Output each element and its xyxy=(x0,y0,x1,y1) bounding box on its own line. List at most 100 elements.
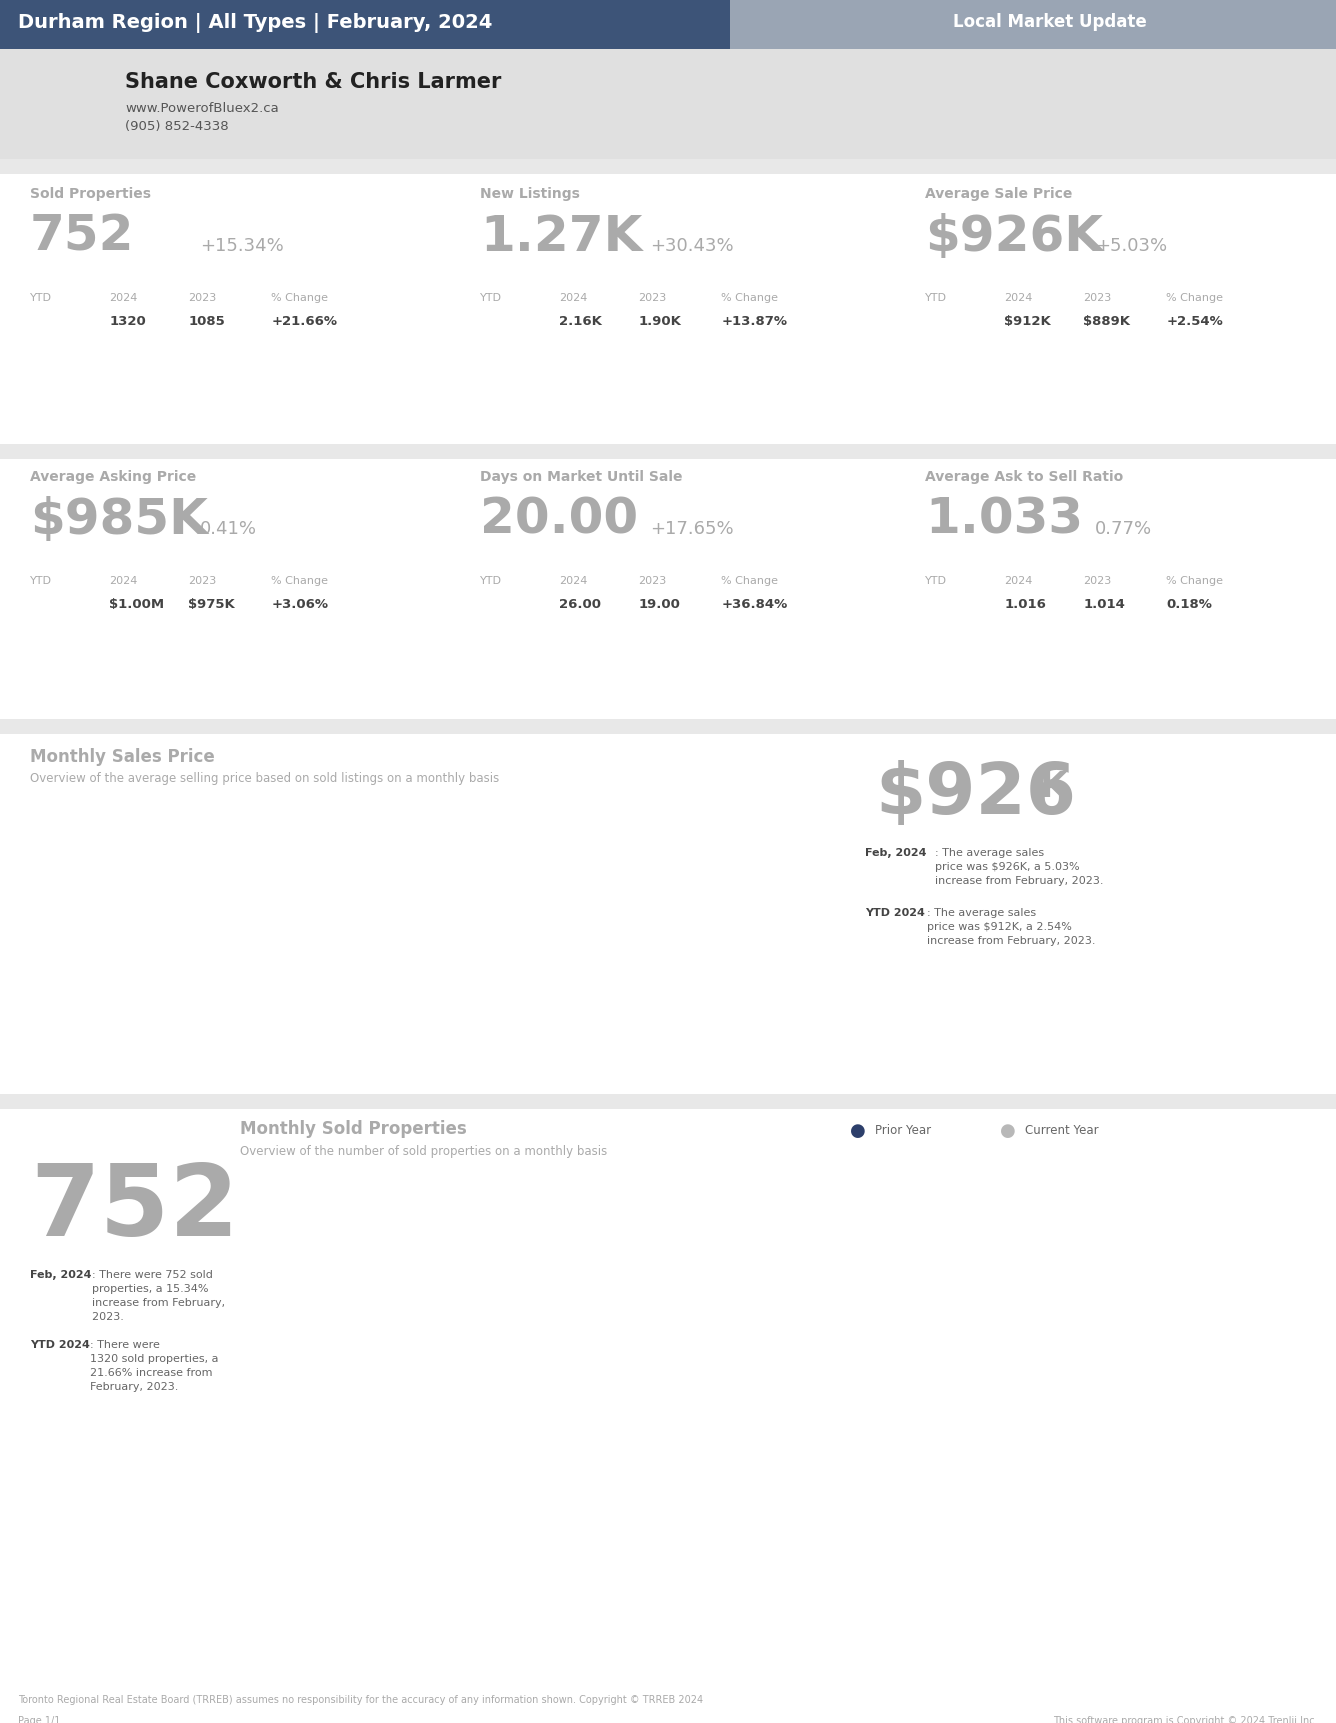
Text: $1.23M: $1.23M xyxy=(194,860,232,868)
Text: Monthly Sales Price: Monthly Sales Price xyxy=(29,748,215,765)
Text: 1.90K: 1.90K xyxy=(639,315,681,327)
Text: K: K xyxy=(1039,770,1067,803)
Text: 1.014: 1.014 xyxy=(1083,598,1125,610)
Text: 586: 586 xyxy=(711,1294,732,1304)
Circle shape xyxy=(23,60,100,148)
Text: 587: 587 xyxy=(645,1294,667,1304)
Text: 0.77%: 0.77% xyxy=(1096,520,1152,538)
Bar xyxy=(342,1258,409,1654)
Text: 693: 693 xyxy=(299,1232,321,1242)
Text: $888K: $888K xyxy=(347,1042,381,1053)
Text: 1.27K: 1.27K xyxy=(480,214,643,260)
Text: 2024: 2024 xyxy=(110,293,138,303)
Text: 657: 657 xyxy=(472,1253,493,1263)
Text: $1.00M: $1.00M xyxy=(496,963,534,972)
Text: Average Asking Price: Average Asking Price xyxy=(29,470,196,484)
Text: 672: 672 xyxy=(365,1244,386,1254)
Text: YTD: YTD xyxy=(925,575,947,586)
Text: YTD 2024: YTD 2024 xyxy=(29,1339,90,1349)
Text: 20.00: 20.00 xyxy=(480,496,639,544)
Text: Shane Coxworth & Chris Larmer: Shane Coxworth & Chris Larmer xyxy=(126,72,501,91)
Text: $968K: $968K xyxy=(273,977,306,987)
Text: +17.65%: +17.65% xyxy=(651,520,733,538)
Text: 2023: 2023 xyxy=(639,575,667,586)
Text: Overview of the number of sold properties on a monthly basis: Overview of the number of sold propertie… xyxy=(240,1144,608,1158)
Text: 457: 457 xyxy=(883,1372,904,1380)
Bar xyxy=(277,1246,342,1654)
Bar xyxy=(1208,1210,1273,1654)
Text: YTD: YTD xyxy=(29,293,52,303)
Text: 1085: 1085 xyxy=(188,315,226,327)
Bar xyxy=(623,1308,688,1654)
Text: : There were
1320 sold properties, a
21.66% increase from
February, 2023.: : There were 1320 sold properties, a 21.… xyxy=(90,1339,219,1390)
Text: $926K: $926K xyxy=(925,214,1104,260)
Text: Monthly Sold Properties: Monthly Sold Properties xyxy=(240,1120,466,1137)
Text: ●: ● xyxy=(1001,1122,1015,1139)
Text: Average Sale Price: Average Sale Price xyxy=(925,186,1073,202)
Text: +13.87%: +13.87% xyxy=(721,315,787,327)
Text: 2024: 2024 xyxy=(1005,575,1033,586)
Text: BROKERAGE: BROKERAGE xyxy=(1224,140,1257,145)
Text: % Change: % Change xyxy=(1166,293,1224,303)
Text: $975K: $975K xyxy=(188,598,235,610)
Text: 2024: 2024 xyxy=(110,575,138,586)
Text: % Change: % Change xyxy=(271,293,329,303)
Text: 2023: 2023 xyxy=(1083,293,1112,303)
Text: Overview of the average selling price based on sold listings on a monthly basis: Overview of the average selling price ba… xyxy=(29,772,500,784)
Text: 1.016: 1.016 xyxy=(1005,598,1046,610)
Text: : The average sales
price was $926K, a 5.03%
increase from February, 2023.: : The average sales price was $926K, a 5… xyxy=(935,848,1104,886)
Text: 433: 433 xyxy=(991,1385,1013,1396)
Text: 2024: 2024 xyxy=(560,293,588,303)
Text: CB: CB xyxy=(1224,69,1257,90)
Text: 2024: 2024 xyxy=(560,575,588,586)
Text: 2023: 2023 xyxy=(639,293,667,303)
Text: This software program is Copyright © 2024 Trenlii Inc.: This software program is Copyright © 202… xyxy=(1053,1714,1319,1723)
Text: 752: 752 xyxy=(1229,1197,1250,1206)
Text: Local Market Update: Local Market Update xyxy=(953,14,1146,31)
Bar xyxy=(1142,1270,1208,1654)
Text: $1.00M: $1.00M xyxy=(110,598,164,610)
Circle shape xyxy=(19,55,106,153)
Text: Feb, 2024: Feb, 2024 xyxy=(864,848,926,858)
Text: YTD: YTD xyxy=(29,575,52,586)
FancyBboxPatch shape xyxy=(1173,60,1307,150)
Text: ●: ● xyxy=(850,1122,866,1139)
Text: % Change: % Change xyxy=(271,575,329,586)
Text: 568: 568 xyxy=(1057,1306,1078,1315)
Text: 🏠: 🏠 xyxy=(55,84,69,109)
Text: Days on Market Until Sale: Days on Market Until Sale xyxy=(480,470,683,484)
Text: 2023: 2023 xyxy=(188,575,216,586)
Text: R.M.R. REAL ESTATE: R.M.R. REAL ESTATE xyxy=(1213,131,1267,136)
Text: 1.033: 1.033 xyxy=(925,496,1083,544)
Text: 2023: 2023 xyxy=(188,293,216,303)
Text: +5.03%: +5.03% xyxy=(1096,236,1168,255)
Bar xyxy=(969,1399,1034,1654)
Text: $912K: $912K xyxy=(1005,315,1051,327)
Text: 2023: 2023 xyxy=(1083,575,1112,586)
Text: 652: 652 xyxy=(1164,1256,1185,1266)
Bar xyxy=(862,1384,927,1654)
Bar xyxy=(516,1291,581,1654)
Text: BANKER: BANKER xyxy=(1224,110,1256,119)
Text: 1320: 1320 xyxy=(110,315,146,327)
Text: $928K: $928K xyxy=(45,1005,79,1015)
Text: % Change: % Change xyxy=(1166,575,1224,586)
Text: 2024: 2024 xyxy=(1005,293,1033,303)
Text: Sold Properties: Sold Properties xyxy=(29,186,151,202)
Text: $926K: $926K xyxy=(800,996,834,1006)
Text: Current Year: Current Year xyxy=(1025,1123,1098,1137)
Text: YTD 2024: YTD 2024 xyxy=(864,908,925,917)
Text: 752: 752 xyxy=(29,1160,239,1256)
Text: % Change: % Change xyxy=(721,575,778,586)
Text: New Listings: New Listings xyxy=(480,186,580,202)
Text: 0.18%: 0.18% xyxy=(1166,598,1212,610)
Bar xyxy=(688,1308,755,1654)
Text: Feb, 2024: Feb, 2024 xyxy=(29,1270,91,1278)
Text: YTD: YTD xyxy=(925,293,947,303)
Text: +30.43%: +30.43% xyxy=(651,236,733,255)
Text: 752: 752 xyxy=(29,214,135,260)
Bar xyxy=(1034,1318,1101,1654)
Text: +3.06%: +3.06% xyxy=(271,598,329,610)
Text: % Change: % Change xyxy=(721,293,778,303)
Text: +36.84%: +36.84% xyxy=(721,598,787,610)
